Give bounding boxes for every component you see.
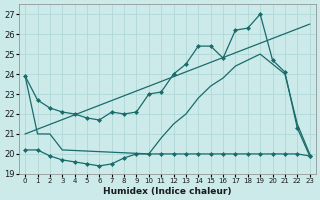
X-axis label: Humidex (Indice chaleur): Humidex (Indice chaleur) — [103, 187, 232, 196]
